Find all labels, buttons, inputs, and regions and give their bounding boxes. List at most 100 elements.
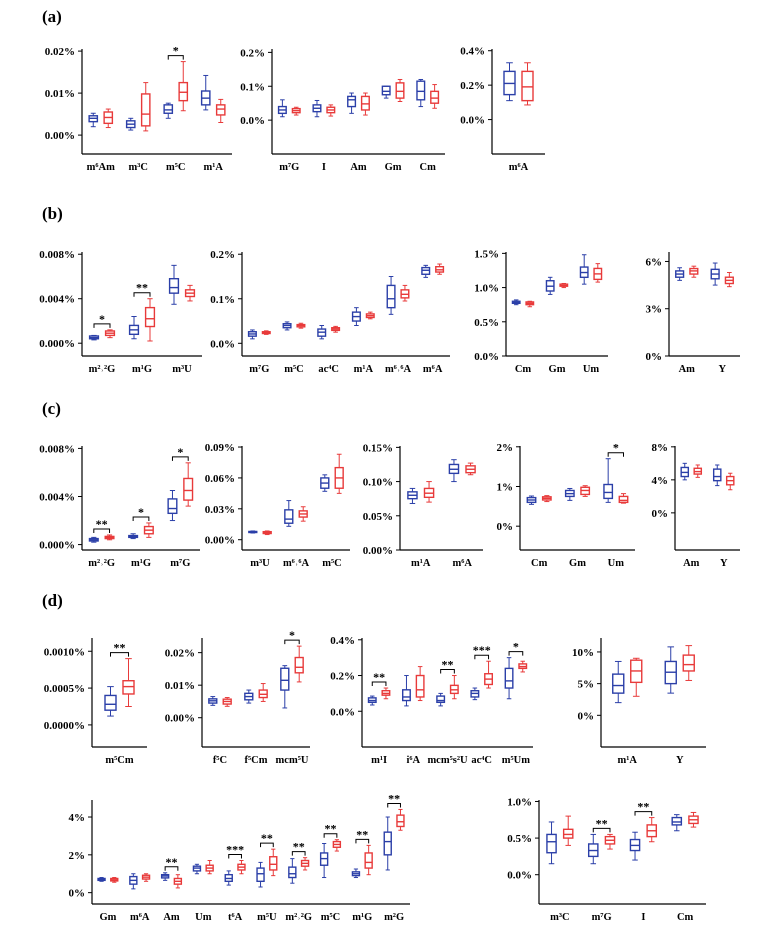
box-blue (280, 665, 290, 709)
box-blue (603, 458, 614, 503)
x-tick-label: m⁷G (279, 162, 299, 173)
sig-bracket (607, 452, 624, 457)
chart-a3: 0.0% 0.2% 0.4% m⁶A (460, 46, 545, 173)
x-tick-label: Cm (677, 912, 694, 923)
y-tick-label: 0.0% (330, 706, 355, 718)
box (168, 277, 180, 294)
y-tick-label: 0.000% (39, 540, 75, 552)
sig-label: ** (293, 840, 305, 854)
y-tick-label: 0.008% (39, 249, 75, 261)
panel-label-b: (b) (42, 204, 63, 223)
box-blue (671, 814, 683, 832)
box (603, 483, 614, 500)
box (546, 833, 557, 854)
box (183, 477, 194, 501)
box-red (693, 464, 703, 478)
x-tick-label: Am (163, 912, 180, 923)
box (122, 680, 135, 695)
x-tick-label: ac⁴C (471, 755, 492, 766)
box (612, 673, 625, 694)
sig-bracket (284, 639, 300, 645)
y-tick-label: 8% (652, 442, 669, 454)
box (618, 495, 629, 504)
y-tick-label: 1.0% (507, 796, 532, 808)
box-blue (416, 78, 426, 108)
x-tick-label: m¹A (354, 364, 374, 375)
sig-bracket (93, 323, 111, 328)
sig-bracket (133, 292, 151, 297)
y-tick-label: 0.01% (165, 680, 195, 692)
box (144, 306, 156, 328)
box-red (415, 666, 425, 702)
box-red (618, 493, 629, 504)
box (294, 656, 304, 674)
chart-d5: 0%2%4%Gm m⁶A Am Um t⁶A m⁵U m²˒²G m⁵C m¹G m²G*****… (69, 791, 410, 923)
x-tick-label: m⁶A (453, 558, 473, 569)
box-red (262, 530, 272, 536)
box-red (178, 61, 189, 112)
box-red (521, 62, 534, 106)
x-tick-label: Gm (99, 912, 116, 923)
box-blue (710, 262, 720, 286)
box-blue (675, 267, 685, 281)
sig-bracket (440, 669, 455, 674)
y-tick-label: 4% (652, 475, 669, 487)
box-blue (88, 334, 100, 341)
y-tick-label: 0.0% (507, 870, 532, 882)
box-red (258, 683, 268, 702)
x-tick-label: t⁶A (228, 912, 243, 923)
box-red (365, 311, 375, 320)
x-tick-label: I (641, 912, 645, 923)
plots: 0.00% 0.01% 0.02% m⁶Am m³C m⁵C m¹A * 0.0% 0.1% 0.2… (39, 44, 740, 923)
box-red (334, 453, 344, 494)
box (521, 70, 534, 102)
x-tick-label: f⁵Cm (245, 755, 268, 766)
box-blue (351, 868, 361, 879)
x-tick-label: m³C (550, 912, 569, 923)
chart-d3: 0.0%0.2%0.4%m¹I i⁶A mcm⁵s²U ac⁴C m⁵Um*******… (330, 635, 533, 766)
box (269, 856, 278, 871)
chart-a2: 0.0% 0.1% 0.2% m⁷G I Am Gm Cm (240, 47, 445, 173)
x-tick-label: Um (195, 912, 212, 923)
sig-bracket (260, 842, 274, 848)
box-blue (244, 689, 254, 704)
box-blue (448, 459, 460, 483)
box-red (141, 873, 151, 882)
box-blue (282, 321, 292, 331)
chart-c1: 0.000%0.004%0.008%m²˒²G m¹G m⁷G**** (39, 443, 200, 569)
box-red (381, 687, 391, 700)
y-tick-label: 0% (578, 710, 595, 722)
chart-c2: 0.00% 0.03% 0.06% 0.09% m³U m⁶˒⁶A m⁵C (205, 442, 350, 569)
box-blue (587, 833, 599, 865)
x-tick-label: m³U (172, 364, 192, 375)
x-tick-label: m⁵C (321, 912, 340, 923)
x-tick-label: Um (608, 558, 625, 569)
box (415, 674, 425, 698)
box-blue (167, 489, 178, 522)
x-tick-label: m²˒²G (88, 558, 115, 569)
y-tick-label: 0.1% (210, 294, 235, 306)
box-blue (546, 821, 557, 865)
x-tick-label: f⁵C (213, 755, 227, 766)
y-tick-label: 10% (572, 647, 594, 659)
box-red (296, 322, 306, 329)
box-red (430, 84, 440, 109)
sig-label: ** (96, 517, 108, 531)
box-blue (160, 872, 170, 881)
x-tick-label: m¹G (352, 912, 372, 923)
box-red (294, 645, 304, 683)
box-red (184, 284, 196, 302)
x-tick-label: m⁷G (249, 364, 269, 375)
y-tick-label: 0.0000% (44, 720, 85, 732)
sig-label: ** (356, 827, 368, 841)
sig-label: ** (637, 800, 649, 814)
sig-bracket (132, 516, 150, 521)
box (383, 831, 392, 856)
box-red (593, 263, 603, 283)
x-tick-label: m²G (384, 912, 404, 923)
x-tick-label: Am (350, 162, 367, 173)
y-tick-label: 0.2% (330, 671, 355, 683)
box-blue (320, 474, 330, 492)
box (504, 667, 514, 689)
y-tick-label: 0.008% (39, 443, 75, 455)
